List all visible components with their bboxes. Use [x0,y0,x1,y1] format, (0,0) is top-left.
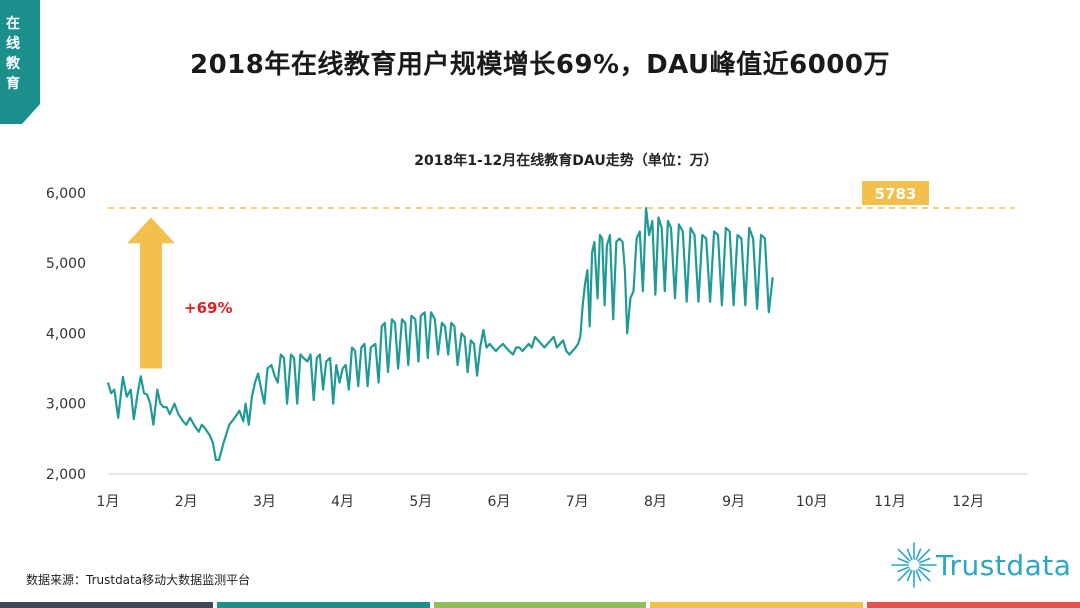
logo-ray [907,571,911,581]
growth-arrow-icon [127,217,175,368]
x-tick-label: 11月 [874,494,906,510]
logo-ray [907,549,911,559]
y-tick-label: 3,000 [46,397,86,413]
dau-line-chart: 2018年1-12月在线教育DAU走势（单位：万） 6,000 5,000 4,00… [0,140,1080,520]
x-tick-label: 12月 [952,494,984,510]
x-tick-label: 10月 [796,494,828,510]
footer-color-bar [0,602,1080,608]
x-tick-label: 8月 [644,494,667,510]
footer-bar-segment [867,602,1080,608]
y-tick-label: 5,000 [46,256,86,272]
logo-ray [898,567,908,571]
x-tick-label: 2月 [175,494,198,510]
footer-bar-segment [650,602,863,608]
growth-label: +69% [184,299,232,317]
x-tick-label: 1月 [97,494,120,510]
logo-ray [920,567,930,571]
y-axis: 6,000 5,000 4,000 3,000 2,000 [46,186,86,483]
logo-ray [920,558,930,562]
logo-ray [898,558,908,562]
x-tick-label: 3月 [253,494,276,510]
logo-burst-icon [890,535,940,595]
x-tick-label: 6月 [488,494,511,510]
data-source-note: 数据来源：Trustdata移动大数据监测平台 [26,571,250,588]
trustdata-logo: Trustdata [890,535,1070,595]
growth-annotation: +69% [127,217,232,368]
x-tick-label: 4月 [331,494,354,510]
x-tick-label: 7月 [566,494,589,510]
x-tick-label: 9月 [722,494,745,510]
y-tick-label: 2,000 [46,467,86,483]
peak-annotation: 5783 [108,181,1015,208]
y-tick-label: 6,000 [46,186,86,202]
logo-ray [916,571,920,581]
logo-text: Trustdata [936,549,1071,582]
dau-series-line [108,208,773,460]
footer-bar-segment [217,602,430,608]
logo-ray [916,549,920,559]
footer-bar-segment [434,602,647,608]
footer-bar-segment [0,602,213,608]
y-tick-label: 4,000 [46,326,86,342]
page-title: 2018年在线教育用户规模增长69%，DAU峰值近6000万 [0,44,1080,81]
x-axis: 1月 2月 3月 4月 5月 6月 7月 8月 9月 10月 11月 12月 [97,474,1028,510]
peak-label: 5783 [875,185,917,203]
x-tick-label: 5月 [409,494,432,510]
chart-title: 2018年1-12月在线教育DAU走势（单位：万） [414,152,717,169]
